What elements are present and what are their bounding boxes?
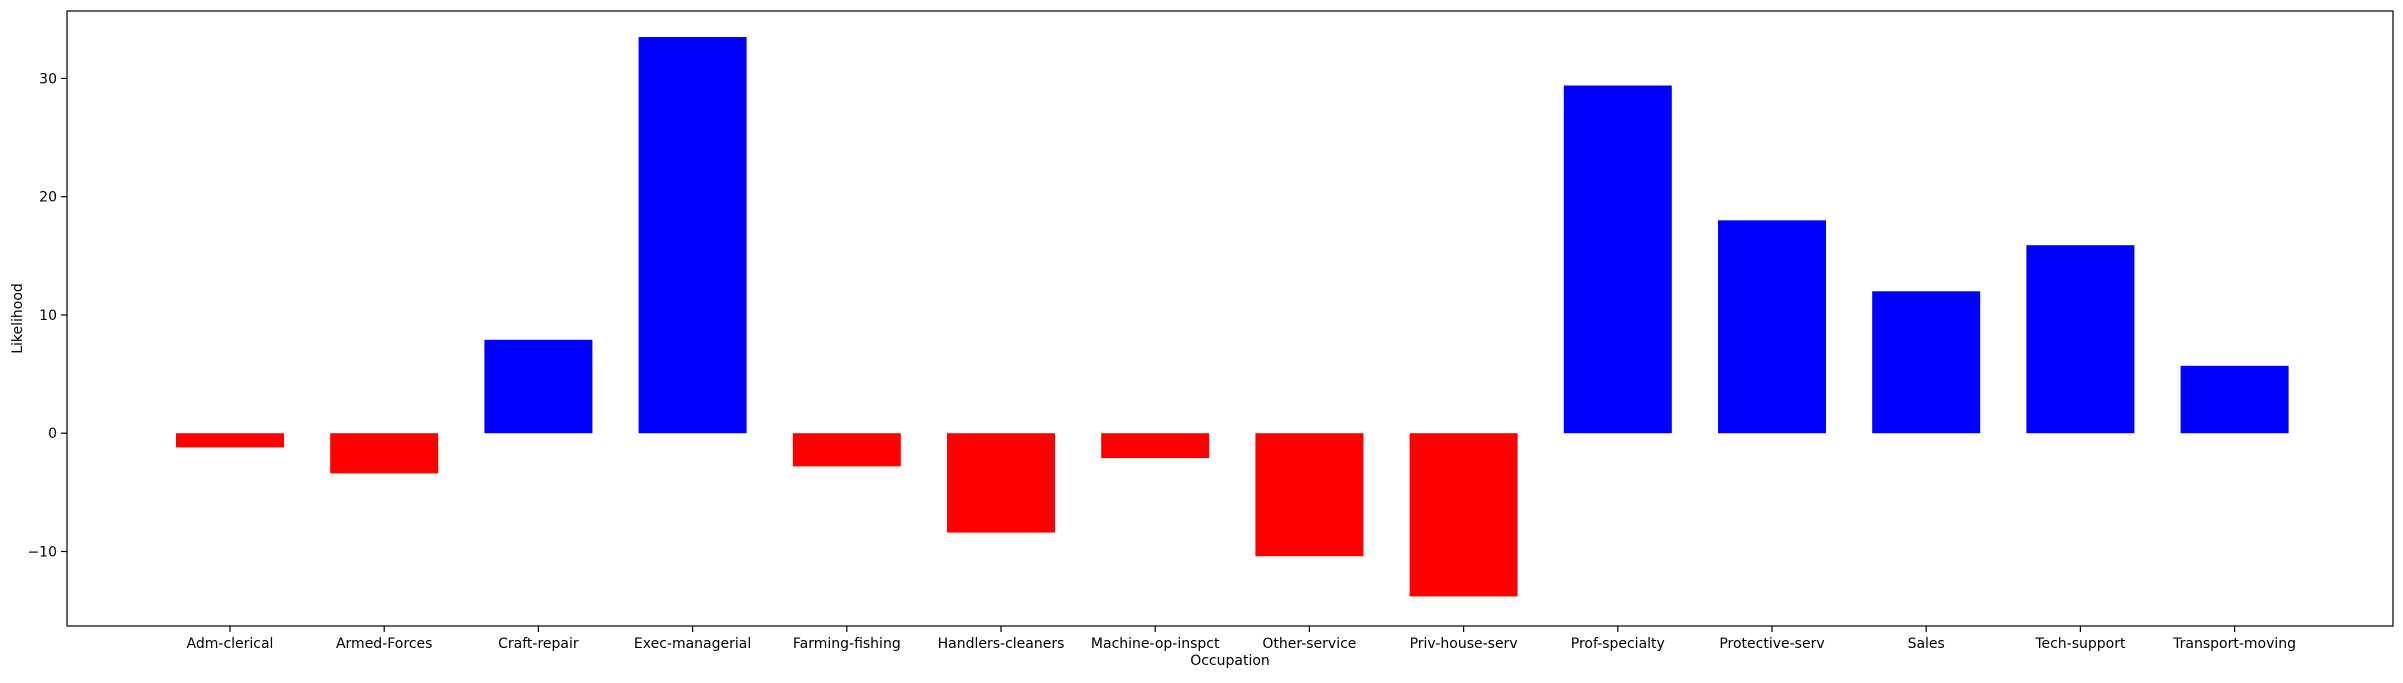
x-tick-label: Transport-moving: [2172, 636, 2296, 652]
axes-layer: [66, 10, 2394, 627]
bars-layer: [176, 37, 2289, 597]
x-tick-label: Handlers-cleaners: [938, 636, 1065, 652]
x-tick-label: Farming-fishing: [793, 636, 901, 652]
bar-handlers-cleaners: [947, 433, 1055, 533]
plot-frame: [66, 10, 2394, 627]
x-tick-label: Armed-Forces: [336, 636, 432, 652]
x-tick-label: Exec-managerial: [634, 636, 751, 652]
bar-prof-specialty: [1563, 85, 1672, 434]
bar-adm-clerical: [176, 433, 284, 448]
bar-armed-forces: [330, 433, 439, 474]
x-tick-label: Other-service: [1262, 636, 1356, 652]
bar-transport-moving: [2180, 365, 2289, 434]
bar-craft-repair: [484, 339, 593, 434]
y-axis-title: Likelihood: [10, 283, 26, 354]
y-tick-label: 30: [39, 71, 57, 87]
y-tick-label: 20: [39, 190, 57, 206]
x-tick-label: Sales: [1908, 636, 1945, 652]
x-tick-label: Tech-support: [2034, 636, 2126, 652]
bar-machine-op-inspct: [1101, 433, 1210, 459]
x-tick-label: Craft-repair: [498, 636, 579, 652]
y-tick-label: −10: [27, 544, 57, 560]
y-tick-label: 10: [39, 308, 57, 324]
x-tick-label: Protective-serv: [1719, 636, 1824, 652]
bar-sales: [1872, 291, 1981, 434]
bar-farming-fishing: [792, 433, 901, 467]
bar-other-service: [1255, 433, 1364, 557]
bar-priv-house-serv: [1409, 433, 1518, 597]
x-tick-label: Priv-house-serv: [1410, 636, 1518, 652]
x-tick-label: Adm-clerical: [187, 636, 274, 652]
x-tick-label: Machine-op-inspct: [1091, 636, 1220, 652]
y-axis-ticks: −10 0 10 20 30: [27, 71, 67, 560]
bar-exec-managerial: [638, 37, 747, 434]
x-axis-title: Occupation: [1190, 653, 1270, 669]
bar-protective-serv: [1718, 220, 1826, 434]
x-axis-ticks: Adm-clerical Armed-Forces Craft-repair Exec…: [187, 626, 2296, 652]
bar-tech-support: [2026, 245, 2135, 434]
x-tick-label: Prof-specialty: [1571, 636, 1665, 652]
y-tick-label: 0: [48, 426, 57, 442]
